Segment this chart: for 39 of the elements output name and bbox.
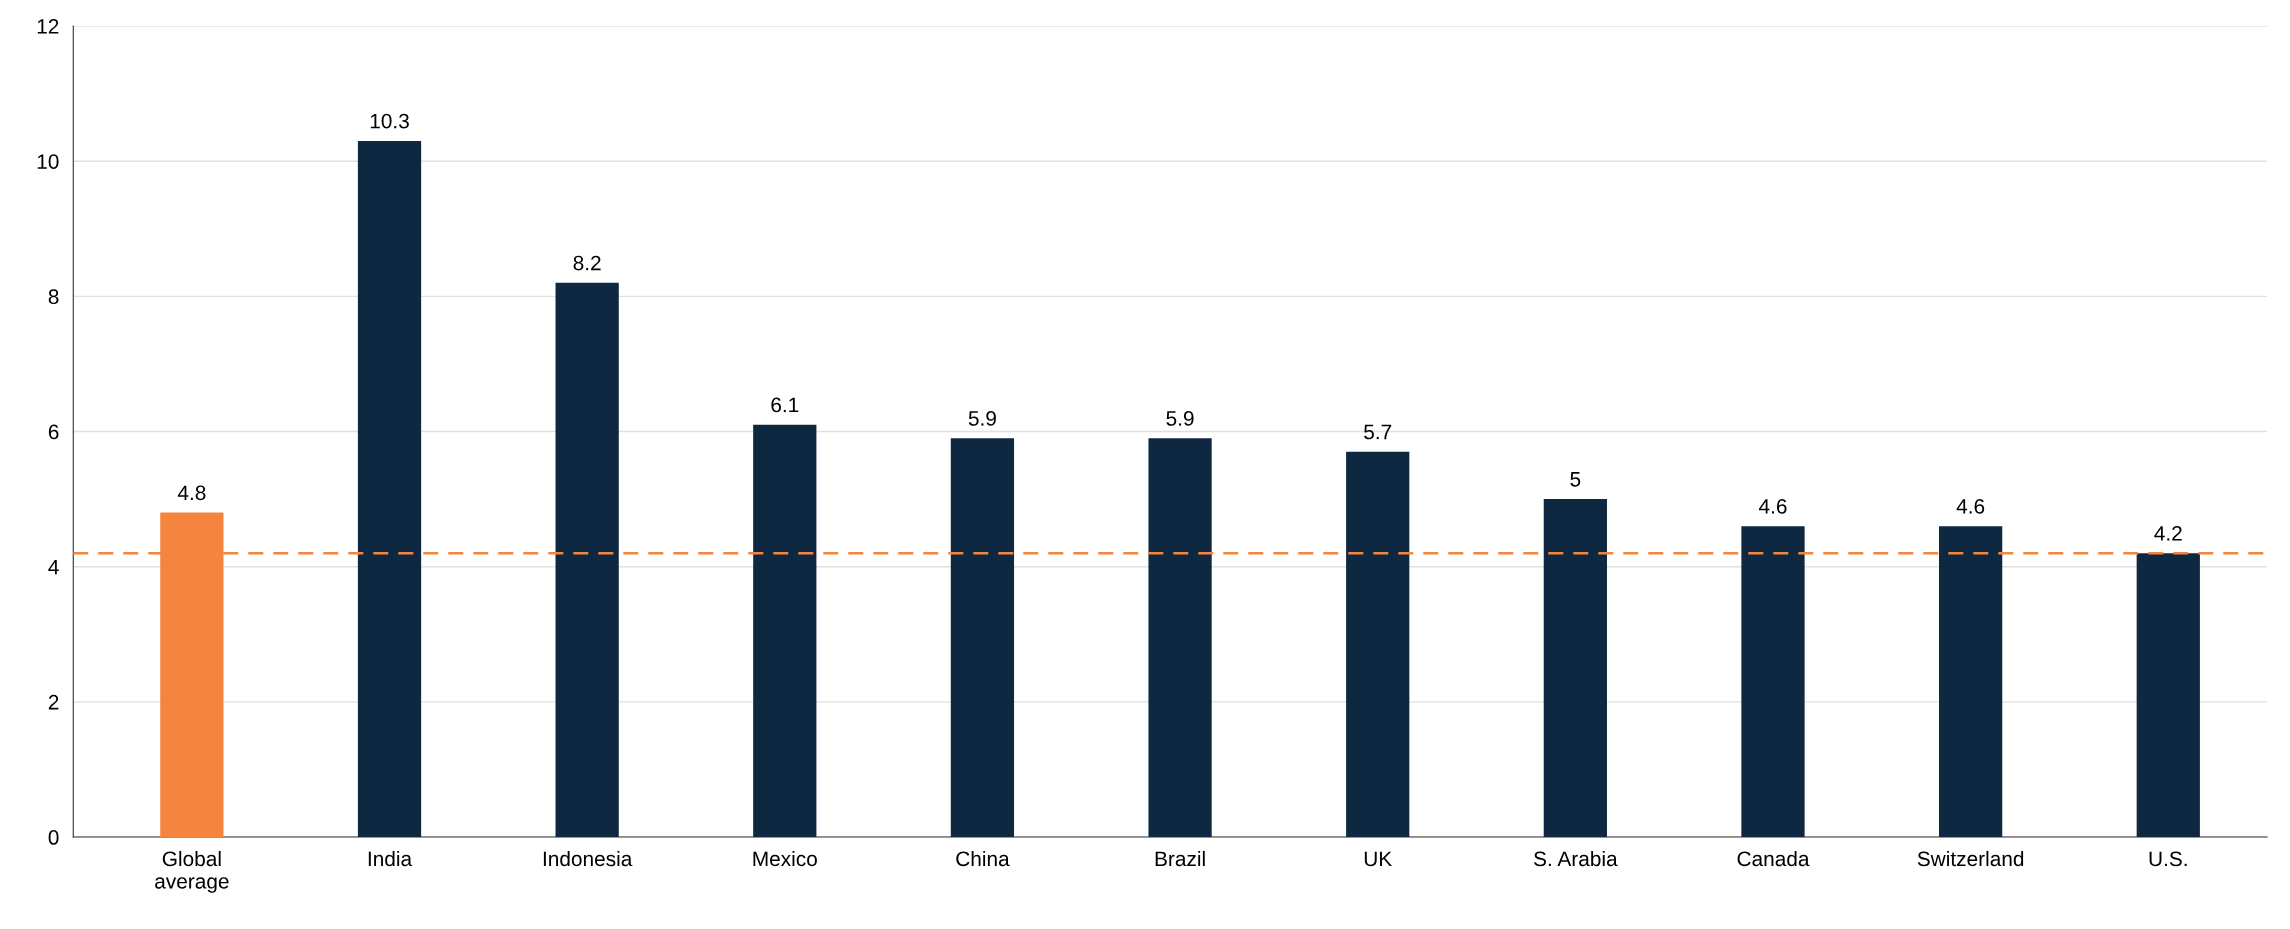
bar [753,424,817,838]
x-tick-label: China [956,850,1010,867]
x-tick-label: Switzerland [1917,850,2024,867]
data-label: 10.3 [370,113,409,129]
x-tick-label: Canada [1737,850,1810,867]
bar [950,438,1015,838]
x-tick-label: UK [1364,851,1392,867]
data-label: 4.6 [1956,498,1985,514]
x-tick-label: Indonesia [543,850,633,867]
bar [1543,499,1607,838]
y-tick-label: 0 [48,830,59,845]
data-label: 5.9 [968,411,996,426]
x-tick-label: Brazil [1155,850,1205,867]
y-tick-label: 2 [48,694,59,710]
y-tick-label: 8 [48,289,59,305]
bar [1741,526,1805,838]
x-tick-label: India [368,850,413,867]
y-tick-label: 10 [37,154,59,169]
y-tick-label: 6 [48,424,59,440]
bar [2136,553,2200,838]
bar [555,282,619,838]
bar [1346,451,1410,838]
y-tick-label: 12 [37,19,59,34]
bar [1148,438,1212,838]
data-label: 5 [1570,472,1581,487]
y-tick-label: 4 [48,559,59,575]
x-tick-label: Global average [155,850,229,893]
data-label: 4.2 [2154,525,2182,541]
x-tick-label: U.S. [2149,851,2187,867]
data-label: 4.8 [177,485,206,501]
data-label: 5.9 [1166,411,1194,426]
data-label: 4.6 [1759,498,1787,514]
x-tick-label: Mexico [753,850,817,867]
bar [1939,526,2003,838]
x-tick-label: S. Arabia [1534,850,1618,867]
bar [357,140,422,838]
data-label: 5.7 [1364,424,1392,440]
data-label: 6.1 [771,397,799,413]
data-label: 8.2 [573,255,601,271]
